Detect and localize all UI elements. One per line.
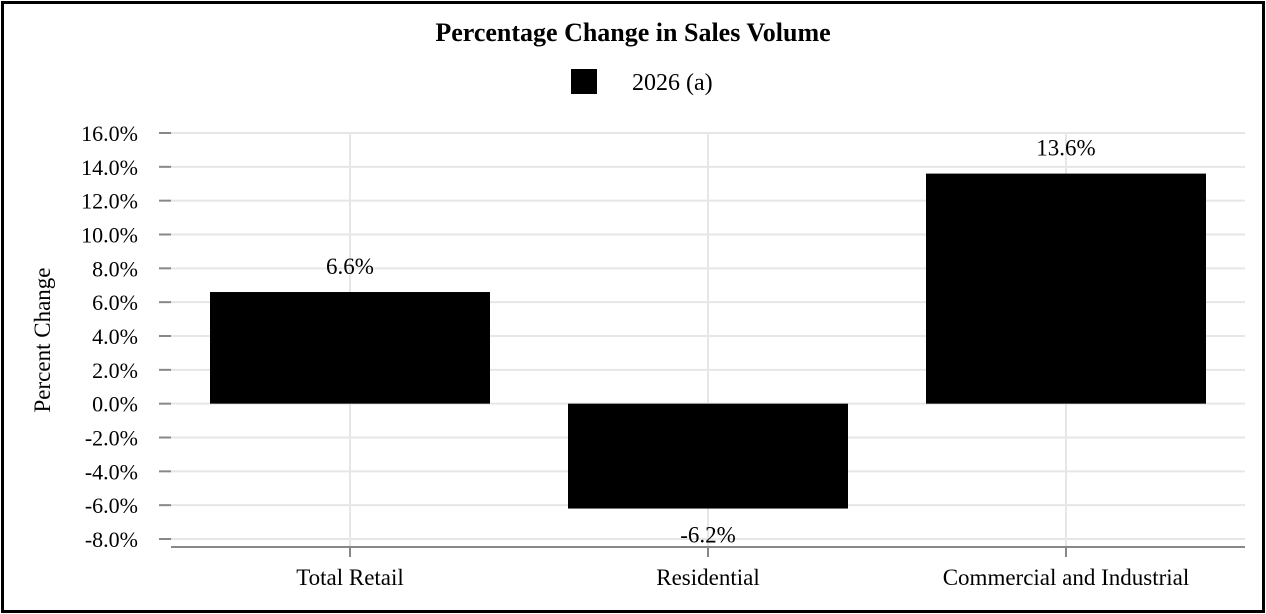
y-tick-label: -2.0% <box>85 426 138 451</box>
y-tick-label: 6.0% <box>92 290 138 315</box>
data-labels: 6.6% -6.2% 13.6% <box>326 136 1096 548</box>
x-category-labels: Total Retail Residential Commercial and In… <box>296 565 1189 590</box>
y-tick-label: 8.0% <box>92 256 138 281</box>
y-tick-label: 10.0% <box>81 223 138 248</box>
data-label: -6.2% <box>680 523 736 548</box>
y-tick-label: 0.0% <box>92 392 138 417</box>
y-tick-labels: 16.0% 14.0% 12.0% 10.0% 8.0% 6.0% 4.0% 2.0% 0.0%… <box>81 121 138 552</box>
y-tick-label: -6.0% <box>85 493 138 518</box>
y-axis-title: Percent Change <box>30 268 55 413</box>
x-category-label: Total Retail <box>296 565 404 590</box>
bar-commercial-and-industrial <box>926 173 1206 404</box>
axis-layer <box>159 132 1245 557</box>
x-category-label: Commercial and Industrial <box>943 565 1190 590</box>
legend: 2026 (a) <box>571 69 713 96</box>
legend-swatch <box>571 69 597 94</box>
legend-label: 2026 (a) <box>632 70 713 96</box>
y-tick-label: 2.0% <box>92 358 138 383</box>
bar-layer <box>210 173 1206 509</box>
y-tick-label: 4.0% <box>92 324 138 349</box>
y-tick-label: 16.0% <box>81 121 138 146</box>
bar-total-retail <box>210 292 490 404</box>
y-tick-label: -8.0% <box>85 527 138 552</box>
bar-residential <box>568 403 848 509</box>
x-category-label: Residential <box>656 565 759 590</box>
y-tick-label: 12.0% <box>81 189 138 214</box>
y-tick-label: -4.0% <box>85 459 138 484</box>
chart-title: Percentage Change in Sales Volume <box>435 18 830 47</box>
data-label: 13.6% <box>1036 136 1095 161</box>
data-label: 6.6% <box>326 254 374 279</box>
y-tick-label: 14.0% <box>81 155 138 180</box>
